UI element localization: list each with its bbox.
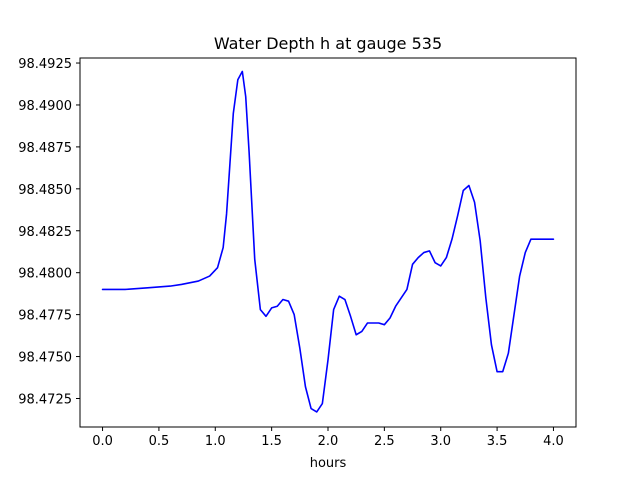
y-tick-label: 98.4825 — [18, 225, 72, 240]
x-tick-label: 0.5 — [149, 434, 170, 449]
x-tick-label: 3.0 — [430, 434, 451, 449]
y-tick-label: 98.4725 — [18, 392, 72, 407]
y-tick-label: 98.4925 — [18, 57, 72, 72]
y-tick-label: 98.4800 — [18, 267, 72, 282]
series-line-0 — [101, 70, 555, 413]
y-tick-label: 98.4875 — [18, 141, 72, 156]
x-tick-label: 2.5 — [374, 434, 395, 449]
y-tick-label: 98.4775 — [18, 309, 72, 324]
y-tick-label: 98.4750 — [18, 351, 72, 366]
y-tick-label: 98.4850 — [18, 183, 72, 198]
x-tick-label: 1.5 — [261, 434, 282, 449]
x-tick-label: 0.0 — [92, 434, 113, 449]
x-axis-label: hours — [310, 456, 347, 471]
x-tick-label: 4.0 — [543, 434, 564, 449]
y-tick-label: 98.4900 — [18, 99, 72, 114]
plot-area: 0.0 0.5 1.0 1.5 2.0 2.5 3.0 3.5 4.0 98.4725 98.475… — [18, 57, 577, 449]
x-tick-label: 2.0 — [318, 434, 339, 449]
x-tick-label: 1.0 — [205, 434, 226, 449]
chart-title: Water Depth h at gauge 535 — [214, 34, 442, 53]
x-tick-label: 3.5 — [487, 434, 508, 449]
